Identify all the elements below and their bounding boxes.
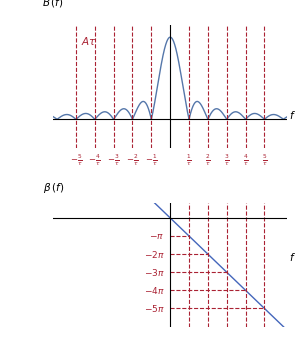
Text: $A\tau$: $A\tau$ [81,35,97,47]
Text: $\frac{2}{\tau}$: $\frac{2}{\tau}$ [205,153,211,168]
Text: $-2\pi$: $-2\pi$ [144,248,165,260]
Text: $f$: $f$ [289,109,296,121]
Text: $\frac{1}{\tau}$: $\frac{1}{\tau}$ [186,153,192,168]
Text: $-\frac{3}{\tau}$: $-\frac{3}{\tau}$ [107,153,120,168]
Text: $-\pi$: $-\pi$ [149,231,165,241]
Text: $-\frac{2}{\tau}$: $-\frac{2}{\tau}$ [126,153,139,168]
Text: $-\frac{4}{\tau}$: $-\frac{4}{\tau}$ [89,153,101,168]
Text: $-\frac{5}{\tau}$: $-\frac{5}{\tau}$ [70,153,82,168]
Text: $-4\pi$: $-4\pi$ [144,285,165,296]
Text: $\frac{3}{\tau}$: $\frac{3}{\tau}$ [224,153,230,168]
Text: $-5\pi$: $-5\pi$ [144,303,165,314]
Text: $-\frac{1}{\tau}$: $-\frac{1}{\tau}$ [145,153,158,168]
Text: $-3\pi$: $-3\pi$ [144,267,165,278]
Text: $\frac{4}{\tau}$: $\frac{4}{\tau}$ [243,153,249,168]
Text: $B\,(f)$: $B\,(f)$ [42,0,64,9]
Text: $\frac{5}{\tau}$: $\frac{5}{\tau}$ [262,153,267,168]
Text: $f$: $f$ [289,251,296,263]
Text: $\beta\,(f)$: $\beta\,(f)$ [43,181,64,195]
